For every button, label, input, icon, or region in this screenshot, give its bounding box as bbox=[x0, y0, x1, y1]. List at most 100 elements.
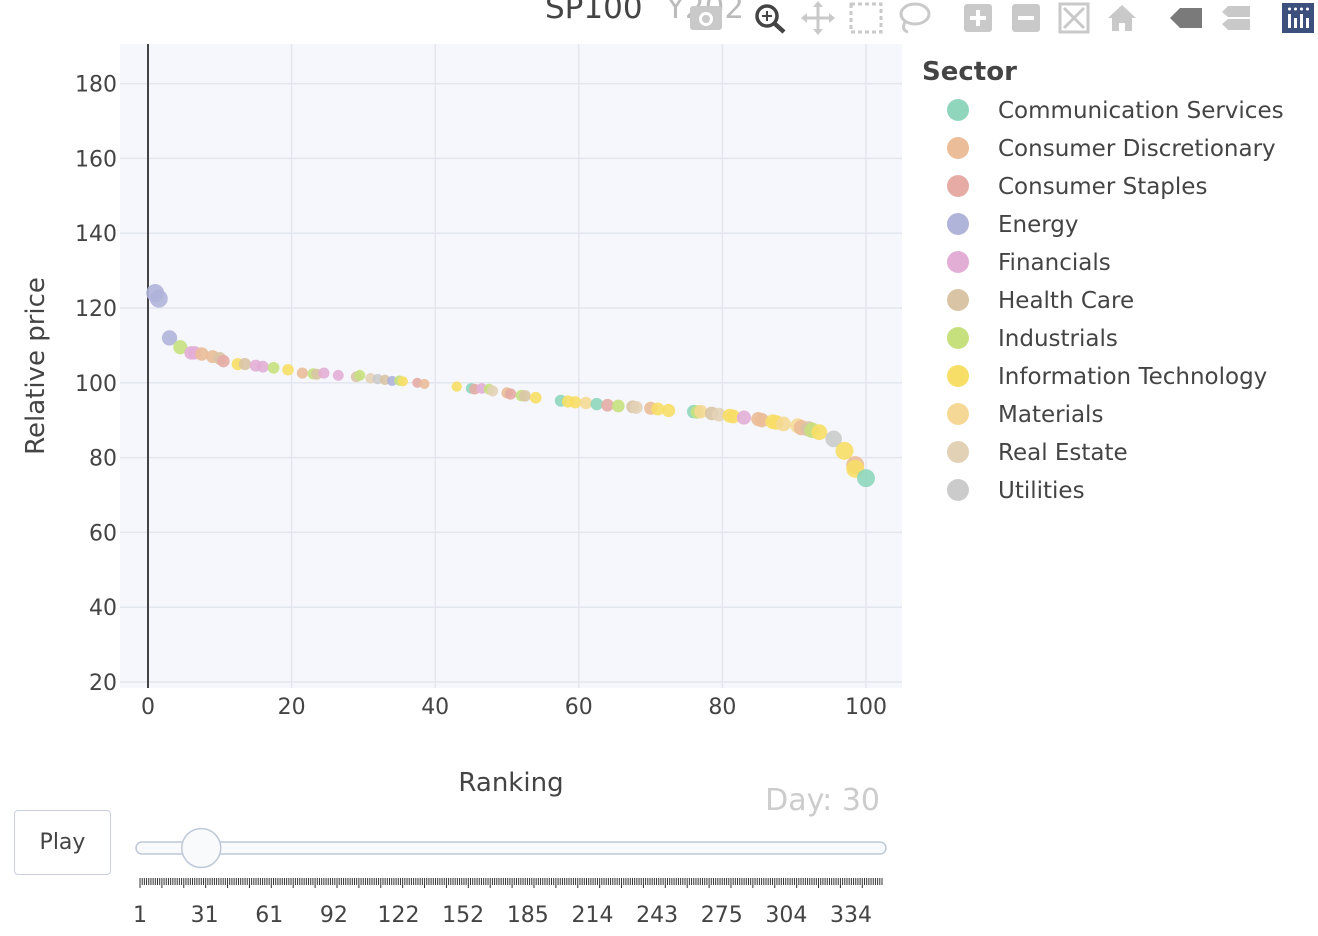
scatter-point[interactable] bbox=[825, 430, 842, 448]
slider-tick-label: 185 bbox=[507, 903, 549, 928]
scatter-point[interactable] bbox=[504, 388, 517, 400]
legend-item-label[interactable]: Health Care bbox=[998, 288, 1134, 314]
slider-rail[interactable] bbox=[135, 841, 887, 855]
x-tick-label: 60 bbox=[565, 695, 593, 720]
scatter-point[interactable] bbox=[256, 360, 269, 373]
axis-ticks: 0 20 40 60 80 100 20 40 60 80 100 120 140 160 180 bbox=[75, 73, 887, 720]
slider-tick-label: 275 bbox=[701, 903, 743, 928]
legend-marker[interactable] bbox=[947, 213, 969, 235]
scatter-point[interactable] bbox=[629, 401, 643, 414]
legend-marker[interactable] bbox=[947, 327, 969, 349]
x-tick-label: 0 bbox=[141, 695, 155, 720]
legend-item-label[interactable]: Consumer Discretionary bbox=[998, 136, 1276, 162]
x-tick-label: 40 bbox=[421, 695, 449, 720]
x-tick-label: 20 bbox=[278, 695, 306, 720]
scatter-point[interactable] bbox=[161, 330, 178, 346]
scatter-point[interactable] bbox=[419, 378, 430, 389]
scatter-point[interactable] bbox=[318, 367, 330, 379]
scatter-point[interactable] bbox=[282, 363, 294, 376]
scatter-point[interactable] bbox=[736, 410, 751, 425]
scatter-point[interactable] bbox=[611, 399, 625, 413]
plotly-logo-icon[interactable] bbox=[1282, 3, 1314, 33]
scatter-point[interactable] bbox=[661, 403, 676, 418]
scatter-point[interactable] bbox=[776, 416, 791, 432]
legend-marker[interactable] bbox=[947, 99, 969, 121]
scatter-point[interactable] bbox=[354, 369, 366, 381]
scatter-point[interactable] bbox=[835, 441, 854, 460]
compare-hover-icon[interactable] bbox=[1222, 6, 1250, 30]
y-tick-label: 80 bbox=[89, 447, 117, 472]
camera-icon[interactable] bbox=[690, 6, 722, 30]
pan-icon[interactable] bbox=[801, 1, 835, 35]
scatter-point[interactable] bbox=[195, 347, 209, 361]
scatter-point[interactable] bbox=[569, 396, 582, 409]
lasso-icon[interactable] bbox=[899, 2, 931, 34]
scatter-point[interactable] bbox=[149, 289, 168, 308]
scatter-point[interactable] bbox=[332, 369, 344, 381]
scatter-points bbox=[146, 284, 875, 488]
scatter-point[interactable] bbox=[487, 385, 499, 397]
scatter-point[interactable] bbox=[238, 358, 252, 371]
play-button[interactable]: Play bbox=[14, 810, 111, 875]
legend-title: Sector bbox=[922, 57, 1017, 87]
legend-item-label[interactable]: Consumer Staples bbox=[998, 174, 1207, 200]
scatter-point[interactable] bbox=[711, 407, 726, 422]
scatter-point[interactable] bbox=[529, 391, 542, 404]
scatter-point[interactable] bbox=[754, 413, 770, 428]
legend-item-label[interactable]: Real Estate bbox=[998, 440, 1128, 466]
y-tick-label: 20 bbox=[89, 671, 117, 696]
scatter-point[interactable] bbox=[694, 404, 708, 419]
legend-item-label[interactable]: Information Technology bbox=[998, 364, 1267, 390]
legend-item-label[interactable]: Industrials bbox=[998, 326, 1118, 352]
y-axis-title: Relative price bbox=[21, 277, 51, 455]
scatter-point[interactable] bbox=[217, 354, 230, 368]
legend-marker[interactable] bbox=[947, 441, 969, 463]
slider-tick-label: 1 bbox=[133, 903, 147, 928]
scatter-point[interactable] bbox=[267, 361, 280, 374]
legend-marker[interactable] bbox=[947, 137, 969, 159]
scatter-point[interactable] bbox=[651, 402, 665, 416]
slider-handle[interactable] bbox=[181, 827, 222, 869]
slider-tick-label: 304 bbox=[765, 903, 807, 928]
slider-tick-label: 152 bbox=[442, 903, 484, 928]
day-label: Day: 30 bbox=[765, 783, 880, 818]
scatter-point[interactable] bbox=[857, 469, 875, 488]
scatter-point[interactable] bbox=[726, 409, 741, 424]
legend-marker[interactable] bbox=[947, 175, 969, 197]
legend-item-label[interactable]: Energy bbox=[998, 212, 1079, 238]
scatter-point[interactable] bbox=[579, 396, 593, 410]
box-select-icon[interactable] bbox=[849, 2, 883, 34]
y-tick-label: 40 bbox=[89, 596, 117, 621]
legend-marker[interactable] bbox=[947, 251, 969, 273]
legend-item-label[interactable]: Materials bbox=[998, 402, 1103, 428]
y-tick-label: 160 bbox=[75, 147, 117, 172]
zoom-in-icon[interactable] bbox=[964, 4, 992, 32]
legend-marker[interactable] bbox=[947, 479, 969, 501]
legend: Communication Services Consumer Discretio… bbox=[947, 98, 1284, 504]
y-tick-label: 180 bbox=[75, 73, 117, 98]
zoom-icon[interactable] bbox=[755, 4, 786, 34]
scatter-point[interactable] bbox=[811, 424, 828, 441]
scatter-point[interactable] bbox=[519, 390, 531, 402]
scatter-point[interactable] bbox=[296, 367, 308, 379]
legend-marker[interactable] bbox=[947, 289, 969, 311]
scatter-point[interactable] bbox=[451, 381, 462, 392]
legend-marker[interactable] bbox=[947, 403, 969, 425]
slider-tick-label: 31 bbox=[191, 903, 219, 928]
scatter-point[interactable] bbox=[590, 397, 604, 411]
zoom-out-icon[interactable] bbox=[1012, 4, 1040, 32]
spike-lines-icon[interactable] bbox=[1170, 8, 1202, 28]
legend-item-label[interactable]: Utilities bbox=[998, 478, 1085, 504]
legend-item-label[interactable]: Financials bbox=[998, 250, 1111, 276]
scatter-point[interactable] bbox=[397, 376, 408, 387]
scatter-point[interactable] bbox=[173, 340, 188, 355]
grid bbox=[120, 44, 902, 688]
slider-tick-label: 92 bbox=[320, 903, 348, 928]
autoscale-icon[interactable] bbox=[1058, 2, 1090, 34]
legend-item-label[interactable]: Communication Services bbox=[998, 98, 1284, 124]
scatter-point[interactable] bbox=[601, 398, 614, 412]
x-tick-label: 100 bbox=[845, 695, 887, 720]
legend-marker[interactable] bbox=[947, 365, 969, 387]
reset-axes-icon[interactable] bbox=[1108, 5, 1136, 31]
